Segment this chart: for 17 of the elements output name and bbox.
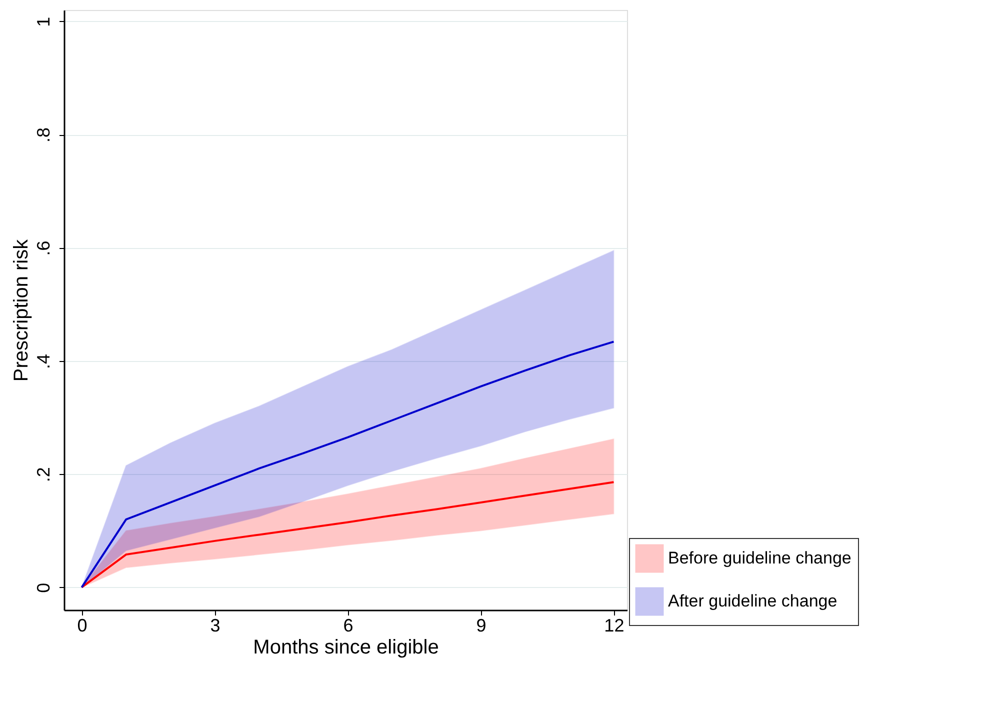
x-tick-label: 3 <box>210 616 220 636</box>
legend-label: After guideline change <box>668 592 838 610</box>
x-tick-label: 12 <box>604 616 624 636</box>
y-tick-label: .8 <box>34 128 54 143</box>
y-tick-label: 0 <box>34 582 54 593</box>
line-series <box>80 481 615 588</box>
y-tick-label: .6 <box>34 240 54 256</box>
x-tick-label: 9 <box>476 616 486 636</box>
line-series <box>80 340 615 588</box>
y-tick-label: 1 <box>34 16 54 27</box>
x-tick-label: 0 <box>77 616 88 636</box>
x-tick-label: 6 <box>343 616 354 636</box>
x-axis-title: Months since eligible <box>253 636 439 658</box>
legend-label: Before guideline change <box>668 548 852 568</box>
y-tick-label: .2 <box>34 467 54 482</box>
y-axis-title: Prescription risk <box>10 238 32 382</box>
y-tick-label: .4 <box>34 354 54 369</box>
